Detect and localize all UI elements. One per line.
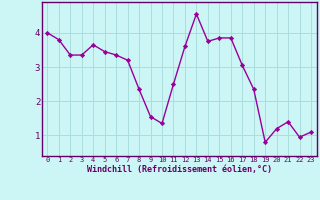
X-axis label: Windchill (Refroidissement éolien,°C): Windchill (Refroidissement éolien,°C) bbox=[87, 165, 272, 174]
